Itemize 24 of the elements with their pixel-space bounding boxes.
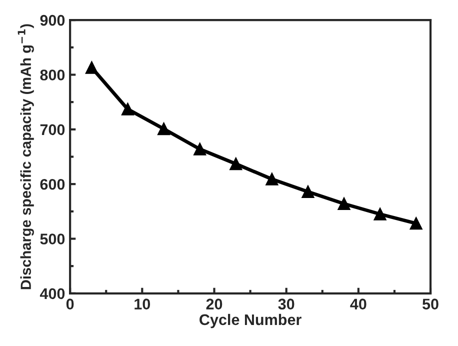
y-tick-label: 400 [40,288,65,300]
y-tick-label: 700 [40,124,65,136]
point [85,61,98,74]
y-tick-label: 600 [40,178,65,190]
y-tick-label: 500 [40,234,65,244]
x-axis-title: Cycle Number [200,314,302,328]
y-tick-label: 800 [40,70,65,80]
point [338,198,350,210]
x-tick-label: 30 [278,298,294,310]
point [266,172,278,186]
x-tick-label: 20 [206,298,222,310]
x-tick-label: 10 [134,298,150,310]
point [302,185,314,198]
point [410,217,422,230]
point [194,142,206,156]
y-tick-label: 900 [40,14,65,26]
point [230,158,242,170]
y-axis-title: Discharge specific capacity (mAh g$^{−1}$) [18,24,34,290]
x-tick-label: 50 [422,298,438,310]
x-tick-label: 40 [350,298,366,310]
point [121,102,134,116]
x-tick-label: 0 [66,298,74,310]
point [374,208,386,220]
point [158,122,170,136]
